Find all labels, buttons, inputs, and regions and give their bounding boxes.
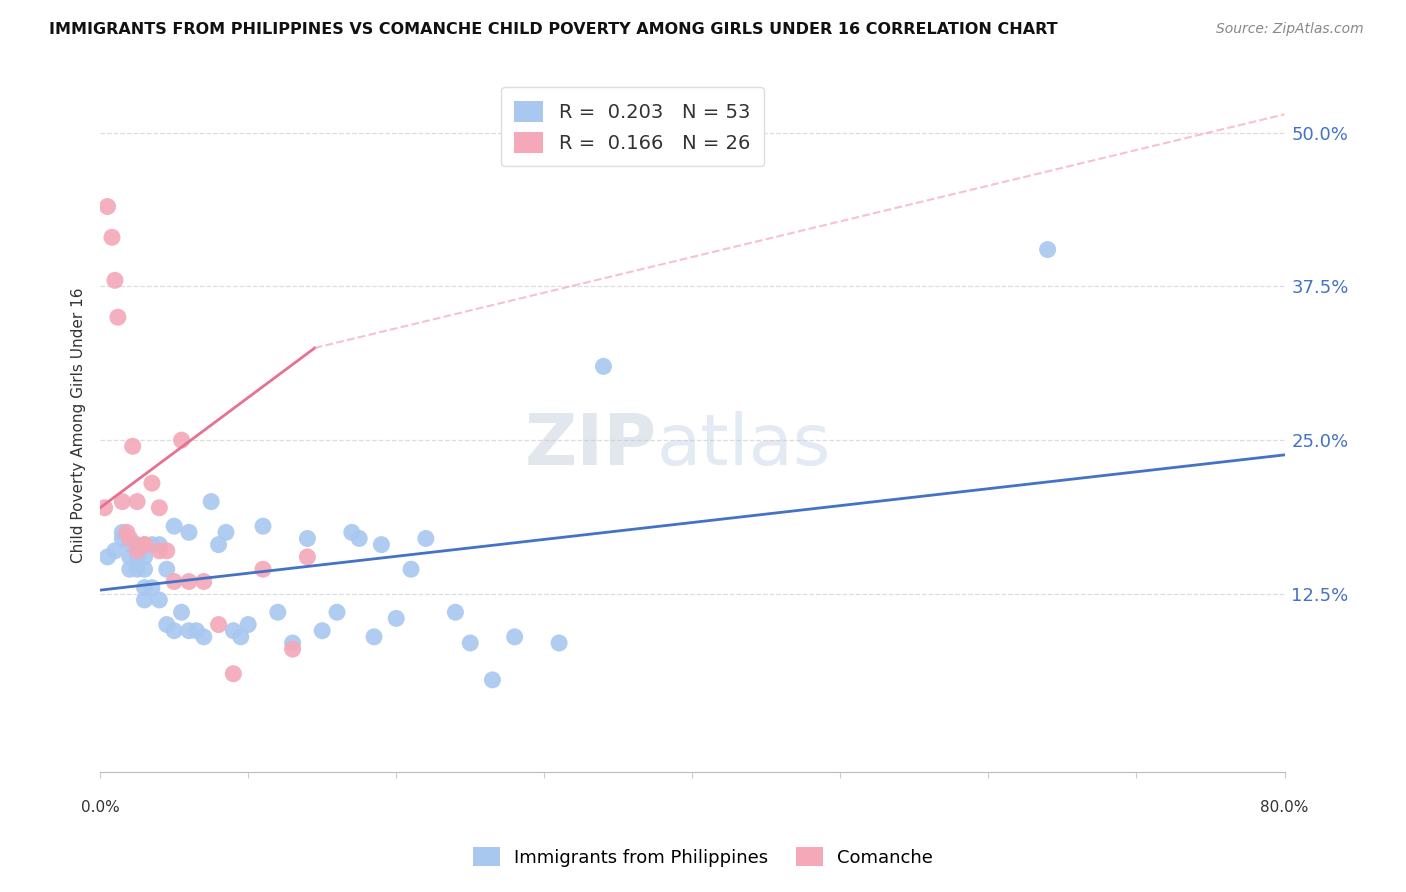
Point [141, 476, 163, 491]
Legend: Immigrants from Philippines, Comanche: Immigrants from Philippines, Comanche [465, 840, 941, 874]
Point [104, 543, 127, 558]
Point [148, 593, 170, 607]
Point [222, 666, 245, 681]
Point [118, 562, 141, 576]
Point [503, 630, 526, 644]
Point [134, 581, 156, 595]
Point [415, 532, 437, 546]
Text: 80.0%: 80.0% [1260, 800, 1309, 815]
Point [104, 273, 127, 287]
Point [96, 549, 118, 564]
Point [399, 562, 422, 576]
Point [193, 630, 215, 644]
Point [458, 636, 481, 650]
Point [134, 549, 156, 564]
Point [111, 532, 134, 546]
Point [163, 519, 186, 533]
Point [156, 562, 179, 576]
Point [311, 624, 333, 638]
Point [444, 605, 467, 619]
Point [118, 538, 141, 552]
Point [170, 605, 193, 619]
Point [207, 538, 229, 552]
Point [134, 562, 156, 576]
Point [127, 543, 149, 558]
Point [127, 494, 149, 508]
Point [252, 519, 274, 533]
Text: ZIP: ZIP [524, 411, 657, 480]
Legend: R =  0.203   N = 53, R =  0.166   N = 26: R = 0.203 N = 53, R = 0.166 N = 26 [501, 87, 763, 167]
Point [267, 605, 290, 619]
Point [96, 200, 118, 214]
Point [229, 630, 252, 644]
Point [177, 574, 200, 589]
Point [115, 525, 138, 540]
Point [101, 230, 124, 244]
Point [111, 525, 134, 540]
Point [121, 439, 143, 453]
Point [252, 562, 274, 576]
Text: 0.0%: 0.0% [80, 800, 120, 815]
Point [148, 500, 170, 515]
Point [111, 494, 134, 508]
Point [148, 543, 170, 558]
Point [548, 636, 571, 650]
Point [297, 549, 319, 564]
Point [148, 538, 170, 552]
Point [107, 310, 129, 325]
Point [127, 562, 149, 576]
Point [363, 630, 385, 644]
Point [370, 538, 392, 552]
Point [326, 605, 349, 619]
Point [215, 525, 238, 540]
Point [481, 673, 503, 687]
Point [340, 525, 363, 540]
Point [200, 494, 222, 508]
Point [177, 525, 200, 540]
Point [177, 624, 200, 638]
Point [134, 593, 156, 607]
Point [118, 549, 141, 564]
Point [297, 532, 319, 546]
Point [93, 500, 115, 515]
Point [141, 538, 163, 552]
Point [118, 532, 141, 546]
Point [385, 611, 408, 625]
Point [238, 617, 260, 632]
Point [193, 574, 215, 589]
Point [1036, 243, 1059, 257]
Point [207, 617, 229, 632]
Text: atlas: atlas [657, 411, 831, 480]
Point [127, 538, 149, 552]
Point [222, 624, 245, 638]
Point [163, 574, 186, 589]
Point [163, 624, 186, 638]
Point [156, 543, 179, 558]
Point [134, 538, 156, 552]
Point [170, 433, 193, 447]
Point [347, 532, 370, 546]
Point [134, 538, 156, 552]
Point [186, 624, 208, 638]
Point [127, 549, 149, 564]
Point [592, 359, 614, 374]
Point [281, 642, 304, 657]
Point [141, 581, 163, 595]
Text: Source: ZipAtlas.com: Source: ZipAtlas.com [1216, 22, 1364, 37]
Point [156, 617, 179, 632]
Y-axis label: Child Poverty Among Girls Under 16: Child Poverty Among Girls Under 16 [72, 287, 86, 563]
Point [281, 636, 304, 650]
Text: IMMIGRANTS FROM PHILIPPINES VS COMANCHE CHILD POVERTY AMONG GIRLS UNDER 16 CORRE: IMMIGRANTS FROM PHILIPPINES VS COMANCHE … [49, 22, 1057, 37]
